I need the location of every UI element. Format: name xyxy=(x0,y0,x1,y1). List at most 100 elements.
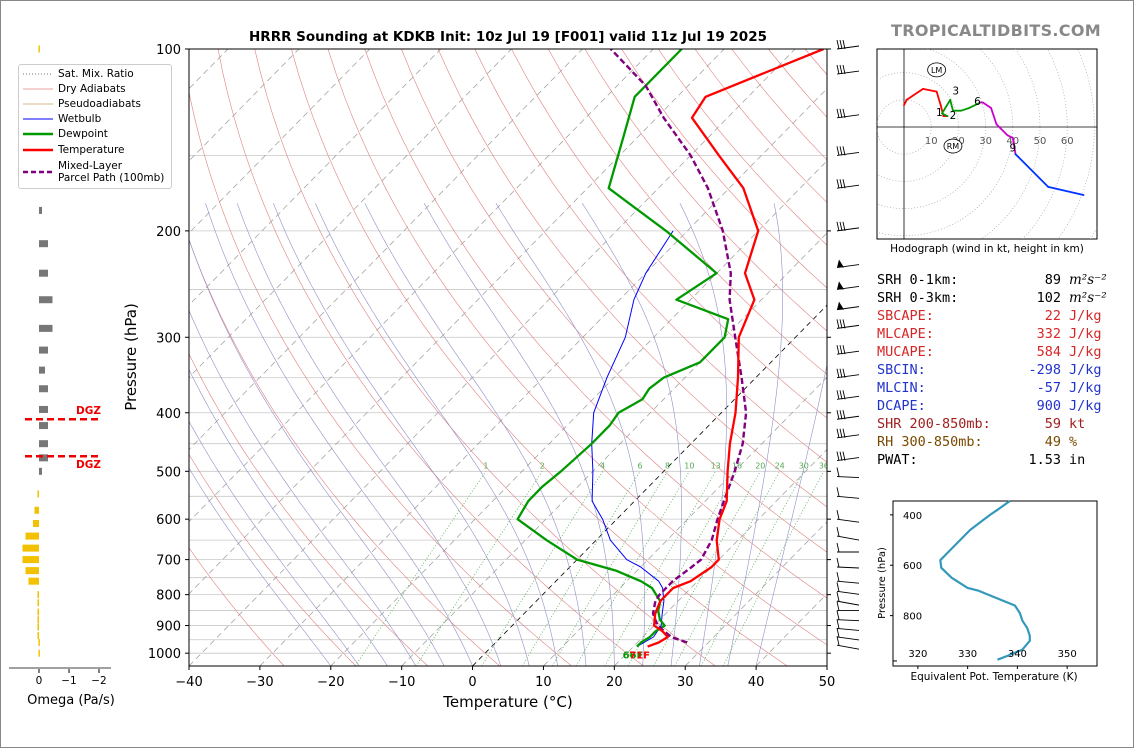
stat-value: -57 xyxy=(1036,380,1061,396)
barb-staff xyxy=(836,518,860,523)
barb-feather xyxy=(836,572,840,582)
wind-barb xyxy=(836,451,860,462)
mixing-ratio-label: 2 xyxy=(540,461,545,470)
mixing-ratio-label: 16 xyxy=(732,461,742,470)
y-tick-label: 900 xyxy=(156,620,181,635)
stat-unit: m²s⁻² xyxy=(1069,290,1107,306)
barb-staff xyxy=(836,495,860,499)
barb-staff xyxy=(836,395,860,400)
barb-feather xyxy=(842,345,846,355)
mixing-ratio-line xyxy=(700,471,805,666)
x-tick-label: 50 xyxy=(819,675,836,690)
barb-staff xyxy=(836,70,860,75)
barb-staff xyxy=(836,324,860,329)
omega-bar xyxy=(37,623,39,631)
thetae-y-tick-label: 800 xyxy=(903,612,922,623)
wind-barb xyxy=(836,601,859,612)
x-tick-label: −40 xyxy=(175,675,202,690)
surface-dewpoint-label: 66F xyxy=(623,651,644,662)
barb-staff xyxy=(836,476,860,478)
dry-adiabat xyxy=(437,49,827,508)
mixing-ratio-line xyxy=(674,471,781,666)
moist-adiabat xyxy=(727,203,783,666)
thetae-y-tick-label: 600 xyxy=(903,561,922,572)
omega-bar xyxy=(37,599,39,607)
wind-barb xyxy=(836,221,860,232)
dry-adiabat xyxy=(189,239,500,666)
barb-feather xyxy=(839,221,843,231)
wind-barb xyxy=(836,281,860,290)
barb-feather xyxy=(842,221,846,231)
stat-value: 49 xyxy=(1044,434,1061,450)
legend-mixing-ratio: Sat. Mix. Ratio xyxy=(23,67,134,81)
legend-dry-adiabats: Dry Adiabats xyxy=(23,82,126,96)
wind-barb xyxy=(836,636,860,650)
wind-barb xyxy=(836,301,860,311)
wind-barb xyxy=(836,510,860,523)
isotherm-line xyxy=(472,304,827,666)
wind-barb xyxy=(836,610,860,622)
barb-feather xyxy=(842,146,846,156)
moist-adiabat xyxy=(189,238,445,666)
stat-unit: kt xyxy=(1069,416,1086,432)
barb-feather xyxy=(842,368,846,378)
stat-value: -298 xyxy=(1028,362,1061,378)
barb-feather xyxy=(836,221,840,231)
barb-feather xyxy=(839,428,843,438)
omega-bar xyxy=(25,532,39,540)
barb-feather xyxy=(836,601,840,611)
thetae-x-tick-label: 320 xyxy=(908,649,927,660)
barb-feather xyxy=(836,428,840,438)
omega-bar xyxy=(38,638,40,646)
legend-label: Temperature xyxy=(58,144,125,156)
thetae-y-label: Pressure (hPa) xyxy=(877,547,888,619)
mixing-ratio-line xyxy=(604,471,717,666)
barb-feather xyxy=(842,39,846,50)
legend-label: Dewpoint xyxy=(58,128,108,140)
moist-adiabat xyxy=(755,363,827,666)
omega-bar xyxy=(39,296,53,304)
hodo-segment xyxy=(960,107,971,112)
omega-bar xyxy=(28,577,39,585)
thetae-x-tick-label: 330 xyxy=(958,649,977,660)
mixing-ratio-label: 24 xyxy=(775,461,785,470)
barb-feather xyxy=(836,39,840,50)
wind-barb xyxy=(836,410,860,420)
stat-unit: J/kg xyxy=(1069,344,1102,360)
stat-row: SRH 0-1km: 89 m²s⁻² xyxy=(877,271,1107,289)
parcel-path-line xyxy=(609,49,748,644)
stat-label: RH 300-850mb: xyxy=(877,434,983,450)
barb-feather xyxy=(836,64,840,75)
wind-barb xyxy=(836,179,860,189)
mixing-ratio-line xyxy=(522,471,641,666)
stat-row: DCAPE: 900 J/kg xyxy=(877,397,1107,415)
y-tick-label: 300 xyxy=(156,331,181,346)
wind-barb xyxy=(836,428,860,439)
barb-staff xyxy=(836,580,860,584)
barb-feather xyxy=(842,410,846,420)
isotherm-line xyxy=(189,49,654,523)
stat-label: SHR 200-850mb: xyxy=(877,416,991,432)
wind-barb xyxy=(836,487,860,499)
barb-staff xyxy=(836,619,860,622)
barb-staff xyxy=(836,636,860,641)
moist-adiabat xyxy=(364,203,587,666)
hodo-segment xyxy=(903,98,908,107)
x-tick-label: 40 xyxy=(748,675,765,690)
omega-bar xyxy=(39,385,48,393)
omega-bar xyxy=(22,556,39,564)
mixing-ratio-label: 36 xyxy=(819,461,829,470)
moist-adiabat xyxy=(495,203,645,666)
barb-staff xyxy=(836,590,860,595)
barb-feather xyxy=(836,582,840,592)
stat-row: SRH 0-3km: 102 m²s⁻² xyxy=(877,289,1107,307)
omega-bar xyxy=(39,269,48,277)
thetae-x-tick-label: 350 xyxy=(1058,649,1077,660)
legend-swatch xyxy=(23,73,53,75)
barb-staff xyxy=(836,415,860,420)
stat-value: 89 xyxy=(1044,272,1061,288)
barb-feather xyxy=(839,108,843,118)
legend-swatch xyxy=(23,148,53,152)
stat-label: SBCAPE: xyxy=(877,308,934,324)
barb-staff xyxy=(836,628,860,631)
